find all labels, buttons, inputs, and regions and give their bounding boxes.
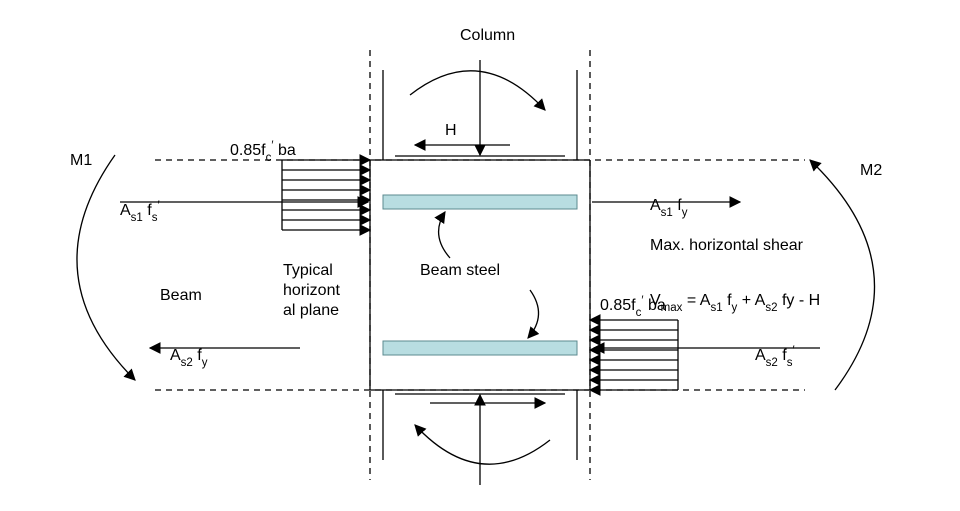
beam-steel-pointer-top [439, 212, 450, 258]
M1-arc [77, 155, 135, 380]
label-beam: Beam [160, 287, 202, 304]
label-typ-plane-3: al plane [283, 302, 339, 319]
label-vmax: Vmax = As1 fy + As2 fy - H [650, 292, 820, 314]
label-column: Column [460, 27, 515, 44]
top-moment-arc [410, 71, 545, 110]
label-max-shear: Max. horizontal shear [650, 237, 804, 254]
bottom-moment-arc [415, 425, 550, 464]
label-typ-plane-2: horizont [283, 282, 340, 299]
beam-steel-pointer-bottom [528, 290, 539, 338]
label-M1: M1 [70, 152, 92, 169]
label-As1-fy: As1 fy [650, 197, 688, 219]
label-M2: M2 [860, 162, 882, 179]
M2-arc [810, 160, 875, 390]
label-H: H [445, 122, 457, 139]
label-typ-plane-1: Typical [283, 262, 333, 279]
label-beam-steel: Beam steel [420, 262, 500, 279]
label-As1-fs: As1 fs′ [120, 200, 160, 224]
beam-steel-top [383, 195, 577, 209]
beam-steel-bottom [383, 341, 577, 355]
label-As2-fy: As2 fy [170, 347, 208, 369]
